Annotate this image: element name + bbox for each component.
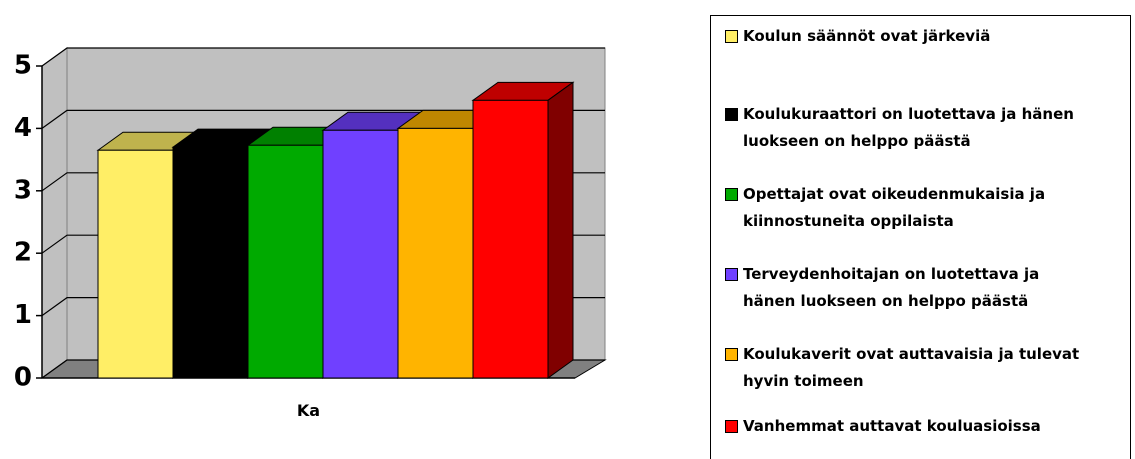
bar-side xyxy=(547,81,574,379)
legend-swatch xyxy=(725,188,738,201)
bar xyxy=(397,127,474,379)
y-tick-label: 4 xyxy=(14,113,32,143)
y-tick-label: 2 xyxy=(14,238,32,268)
legend-swatch xyxy=(725,420,738,433)
legend-swatch xyxy=(725,30,738,43)
legend-label: Vanhemmat auttavat kouluasioissa xyxy=(743,417,1041,435)
legend-entry: Vanhemmat auttavat kouluasioissa xyxy=(725,413,1125,440)
chart: 0 1 2 3 4 5 Ka xyxy=(14,47,607,420)
legend: Koulun säännöt ovat järkeviä Koulukuraatt… xyxy=(710,15,1131,459)
bar xyxy=(172,146,249,379)
y-tick-label: 1 xyxy=(14,300,32,330)
legend-entry: Opettajat ovat oikeudenmukaisia ja kiinn… xyxy=(725,181,1125,235)
legend-swatch xyxy=(725,348,738,361)
legend-label: Terveydenhoitajan on luotettava ja hänen… xyxy=(743,265,1040,310)
legend-entry: Koulukuraattori on luotettava ja hänen l… xyxy=(725,101,1125,155)
legend-label: Koulun säännöt ovat järkeviä xyxy=(743,27,991,45)
x-tick-label: Ka xyxy=(297,401,320,420)
grid-line xyxy=(41,47,605,67)
y-tick-label: 5 xyxy=(14,51,32,81)
y-tick-label: 0 xyxy=(14,363,32,393)
bar xyxy=(472,99,549,379)
side-wall xyxy=(41,47,68,379)
y-tick-label: 3 xyxy=(14,175,32,205)
legend-entry: Terveydenhoitajan on luotettava ja hänen… xyxy=(725,261,1125,315)
bar xyxy=(247,144,324,379)
legend-label: Koulukuraattori on luotettava ja hänen l… xyxy=(743,105,1074,150)
legend-swatch xyxy=(725,268,738,281)
legend-label: Opettajat ovat oikeudenmukaisia ja kiinn… xyxy=(743,185,1046,230)
bar xyxy=(322,129,399,379)
bar xyxy=(97,149,174,379)
legend-entry: Koulun säännöt ovat järkeviä xyxy=(725,23,1125,50)
legend-entry: Koulukaverit ovat auttavaisia ja tulevat… xyxy=(725,341,1125,395)
legend-label: Koulukaverit ovat auttavaisia ja tulevat… xyxy=(743,345,1080,390)
legend-swatch xyxy=(725,108,738,121)
